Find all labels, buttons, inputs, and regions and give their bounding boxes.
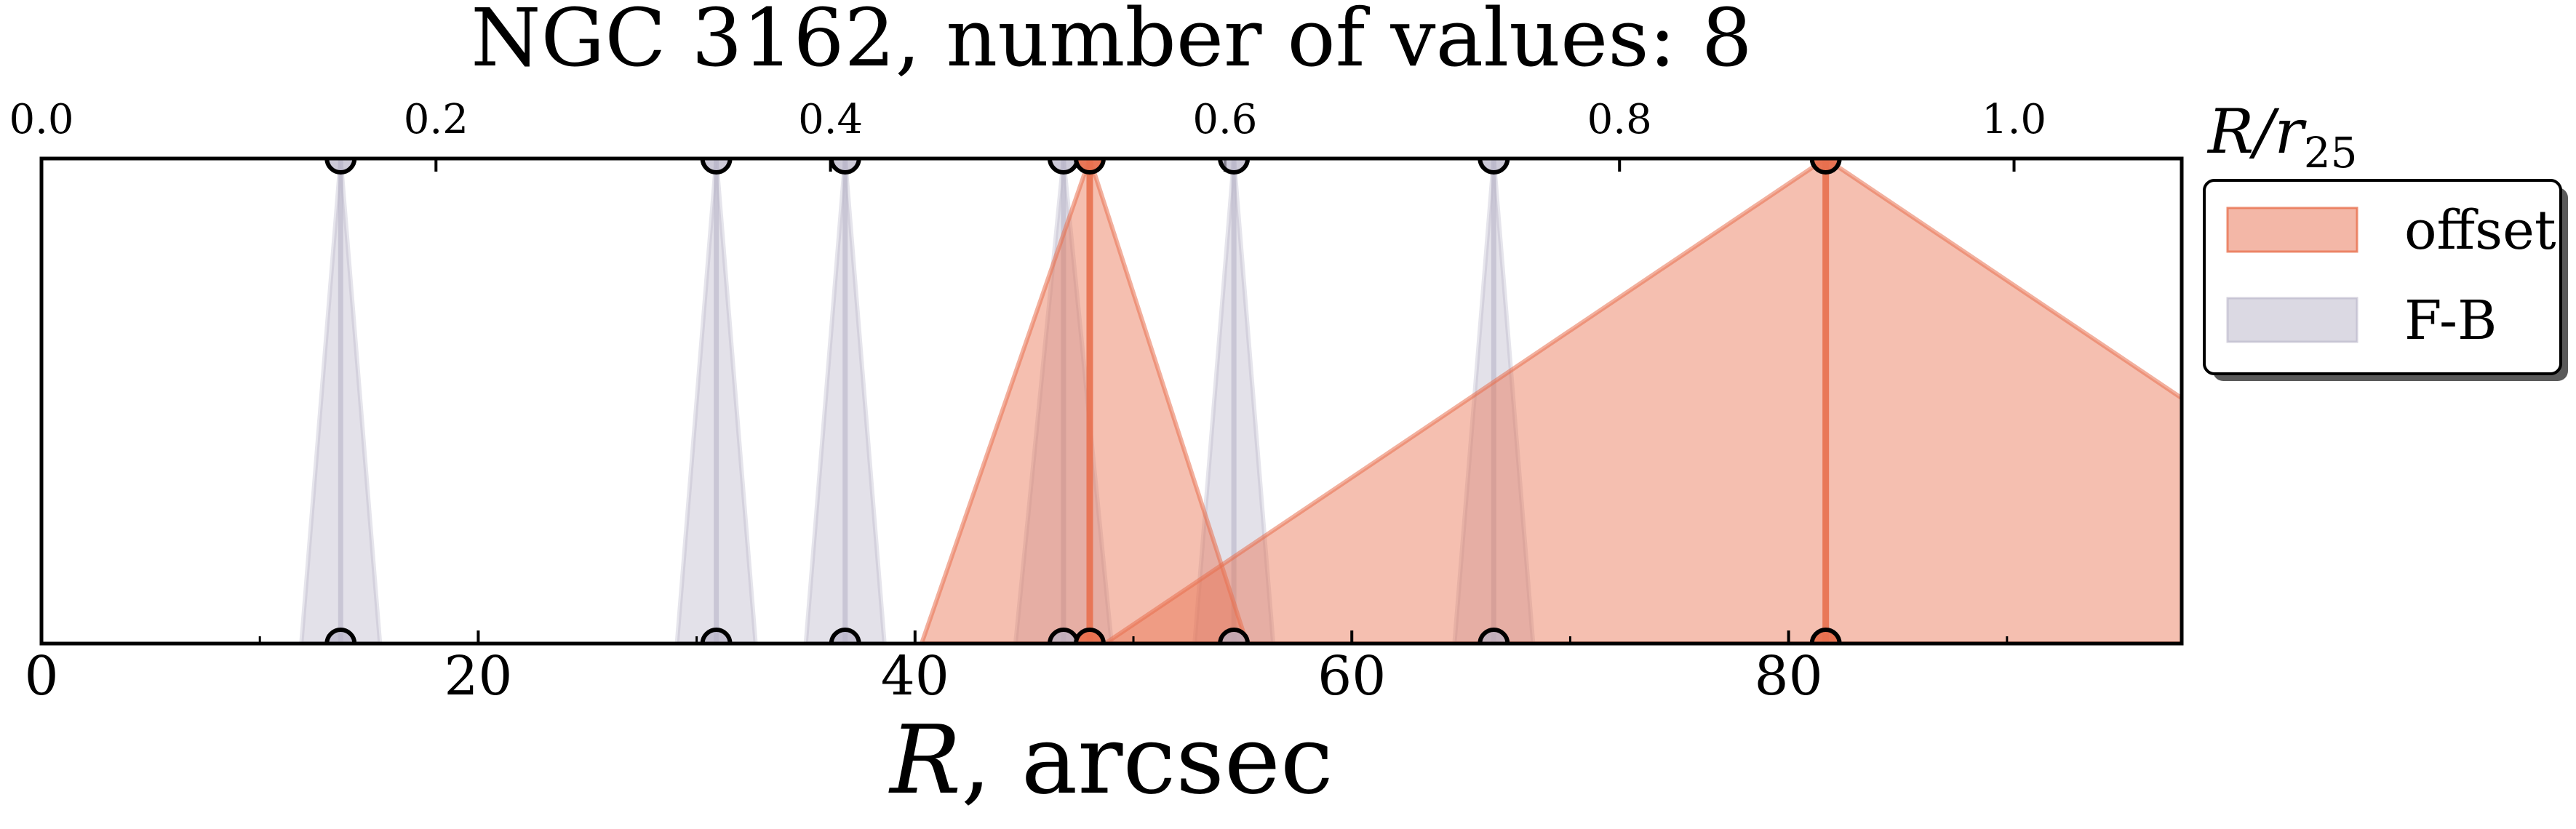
x-tick-label: 60 bbox=[1317, 645, 1386, 708]
top-tick-label: 0.2 bbox=[404, 96, 468, 143]
chart-title: NGC 3162, number of values: 8 bbox=[471, 0, 1752, 84]
fb-triangle-2 bbox=[803, 159, 887, 644]
fb-marker bbox=[324, 628, 357, 644]
top-tick-label: 0.8 bbox=[1587, 96, 1652, 143]
legend-swatch-fb bbox=[2226, 297, 2358, 343]
fb-marker bbox=[1478, 159, 1510, 175]
legend-label-offset: offset bbox=[2404, 199, 2556, 262]
plot-area bbox=[299, 159, 2182, 644]
legend-swatch-offset bbox=[2226, 207, 2358, 253]
fb-triangle-4 bbox=[1192, 159, 1276, 644]
fb-triangle-0 bbox=[299, 159, 383, 644]
bottom-axis-ticks: 0 20 40 60 80 bbox=[24, 630, 2009, 708]
fb-marker bbox=[700, 159, 733, 175]
top-axis-label-main: R/r bbox=[2206, 96, 2308, 167]
x-axis-label-suffix: , arcsec bbox=[961, 705, 1333, 815]
x-axis-label: R, arcsec bbox=[888, 705, 1333, 815]
fb-triangle-1 bbox=[674, 159, 758, 644]
triangle-fill bbox=[919, 159, 1250, 644]
fb-marker bbox=[700, 628, 733, 644]
offset-marker bbox=[1073, 159, 1106, 175]
fb-marker bbox=[1218, 628, 1251, 644]
top-tick-label: 1.0 bbox=[1982, 96, 2046, 143]
x-tick-label: 80 bbox=[1755, 645, 1823, 708]
offset-triangle-0 bbox=[919, 159, 1250, 644]
triangle-fill bbox=[1101, 159, 2182, 644]
fb-marker bbox=[1047, 159, 1080, 175]
fb-marker bbox=[1047, 628, 1080, 644]
offset-marker bbox=[1809, 628, 1842, 644]
top-tick-label: 0.0 bbox=[9, 96, 73, 143]
fb-marker bbox=[829, 159, 861, 175]
fb-marker bbox=[829, 628, 861, 644]
offset-triangle-1 bbox=[1101, 159, 2182, 644]
offset-marker bbox=[1073, 628, 1106, 644]
x-tick-label: 20 bbox=[444, 645, 512, 708]
fb-marker bbox=[1218, 159, 1251, 175]
top-axis-label: R/r25 bbox=[2206, 96, 2358, 177]
top-tick-label: 0.6 bbox=[1192, 96, 1257, 143]
x-tick-label: 0 bbox=[24, 645, 58, 708]
legend: offset F-B bbox=[2203, 179, 2568, 381]
top-axis-label-subscript: 25 bbox=[2304, 128, 2358, 177]
fb-triangle-5 bbox=[1452, 159, 1536, 644]
top-tick-label: 0.4 bbox=[798, 96, 863, 143]
plot-frame bbox=[39, 156, 2184, 646]
offset-marker bbox=[1809, 159, 1842, 175]
fb-marker bbox=[324, 159, 357, 175]
fb-marker bbox=[1478, 628, 1510, 644]
x-axis-label-main: R bbox=[888, 705, 961, 815]
x-tick-label: 40 bbox=[881, 645, 949, 708]
legend-label-fb: F-B bbox=[2404, 289, 2497, 352]
